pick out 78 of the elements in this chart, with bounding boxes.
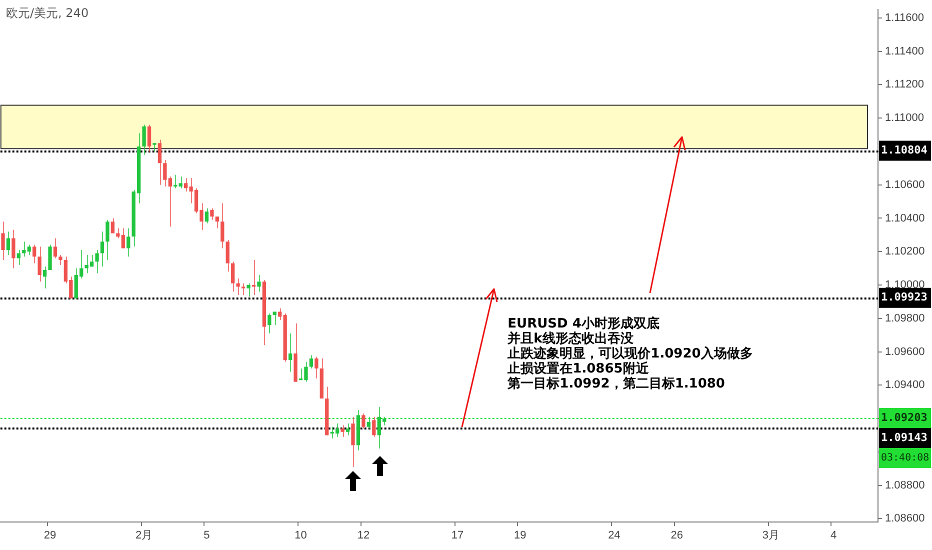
y-tick-label: 1.10600 — [885, 178, 925, 191]
x-tick-label: 5 — [204, 530, 210, 542]
candlestick — [110, 218, 115, 234]
y-tick-label: 1.11600 — [885, 12, 924, 24]
ref-line-label: 1.09923 — [881, 290, 928, 304]
candlestick — [314, 356, 318, 379]
candlestick — [204, 208, 209, 224]
x-tick-label: 24 — [608, 530, 620, 542]
candlestick — [126, 228, 130, 258]
candlestick — [278, 308, 282, 321]
y-tick-label: 1.08600 — [885, 512, 925, 525]
x-tick-label: 17 — [451, 530, 464, 542]
candlestick — [42, 266, 47, 289]
x-tick-label: 19 — [514, 530, 526, 542]
candlestick — [12, 229, 16, 269]
ref-line-label: 1.09143 — [881, 430, 928, 444]
candlestick — [268, 312, 272, 334]
candlestick — [309, 354, 314, 369]
x-tick-label: 2月 — [135, 530, 153, 542]
annotation: EURUSD 4小时形成双底 — [508, 315, 660, 332]
candlestick — [272, 311, 276, 326]
y-tick-label: 1.11200 — [885, 78, 924, 91]
candlestick — [48, 244, 52, 270]
y-tick-label: 1.10200 — [885, 246, 925, 258]
x-tick-label: 26 — [670, 530, 684, 542]
candlestick — [220, 202, 224, 249]
candlestick — [210, 208, 214, 220]
candlestick — [27, 244, 31, 256]
candlestick — [53, 238, 58, 259]
candlestick — [142, 124, 146, 156]
y-tick-label: 1.08800 — [885, 479, 925, 492]
candlestick — [106, 219, 110, 260]
candlestick — [158, 139, 162, 186]
x-tick-label: 3月 — [762, 530, 780, 542]
candlestick — [22, 241, 26, 258]
candlestick — [340, 424, 344, 438]
candlestick — [95, 249, 99, 274]
annotation: 第一目标1.0992，第二目标1.1080 — [506, 376, 725, 392]
candlestick — [1, 221, 5, 260]
candlestick — [362, 413, 366, 430]
candlestick — [288, 332, 292, 372]
x-tick-label: 4 — [830, 530, 837, 542]
candlestick — [231, 261, 235, 292]
y-tick-label: 1.10000 — [885, 279, 925, 292]
candlestick — [6, 231, 10, 256]
candlestick — [241, 282, 246, 296]
candlestick — [257, 274, 261, 292]
annotation: 并且k线形态收出吞没 — [506, 330, 634, 346]
candlestick — [178, 176, 182, 189]
x-tick-label: 12 — [357, 530, 370, 542]
candlestick — [236, 278, 240, 296]
candlestick — [366, 416, 370, 430]
ref-line-label: 1.10804 — [881, 144, 928, 157]
candlestick — [147, 124, 152, 152]
candlestick — [372, 416, 376, 438]
candlestick — [351, 416, 355, 468]
y-tick-label: 1.09400 — [885, 379, 925, 392]
text: 03:40:08 — [881, 452, 930, 464]
candlestick — [246, 282, 250, 298]
candlestick — [58, 254, 62, 266]
candlestick — [100, 231, 104, 268]
y-tick-label: 1.11400 — [885, 45, 924, 58]
y-tick-label: 1.11000 — [885, 112, 924, 124]
ref-line-label: 1.09203 — [881, 410, 928, 424]
x-tick-label: 29 — [44, 530, 56, 542]
candlestick — [16, 249, 20, 266]
candlestick — [346, 423, 350, 436]
y-tick-label: 1.09800 — [885, 312, 925, 324]
annotation: 止损设置在1.0865附近 — [506, 360, 650, 376]
annotation: 止跌迹象明显，可以现价1.0920入场做多 — [506, 345, 753, 362]
candlestick — [226, 239, 230, 272]
y-tick-label: 1.09600 — [885, 346, 925, 358]
candlestick — [215, 216, 220, 229]
chart-title: 欧元/美元, 240 — [6, 6, 89, 20]
y-tick-label: 1.10400 — [885, 212, 925, 224]
candlestick — [32, 244, 36, 264]
candlestick — [38, 246, 42, 282]
x-tick-label: 10 — [294, 530, 307, 542]
